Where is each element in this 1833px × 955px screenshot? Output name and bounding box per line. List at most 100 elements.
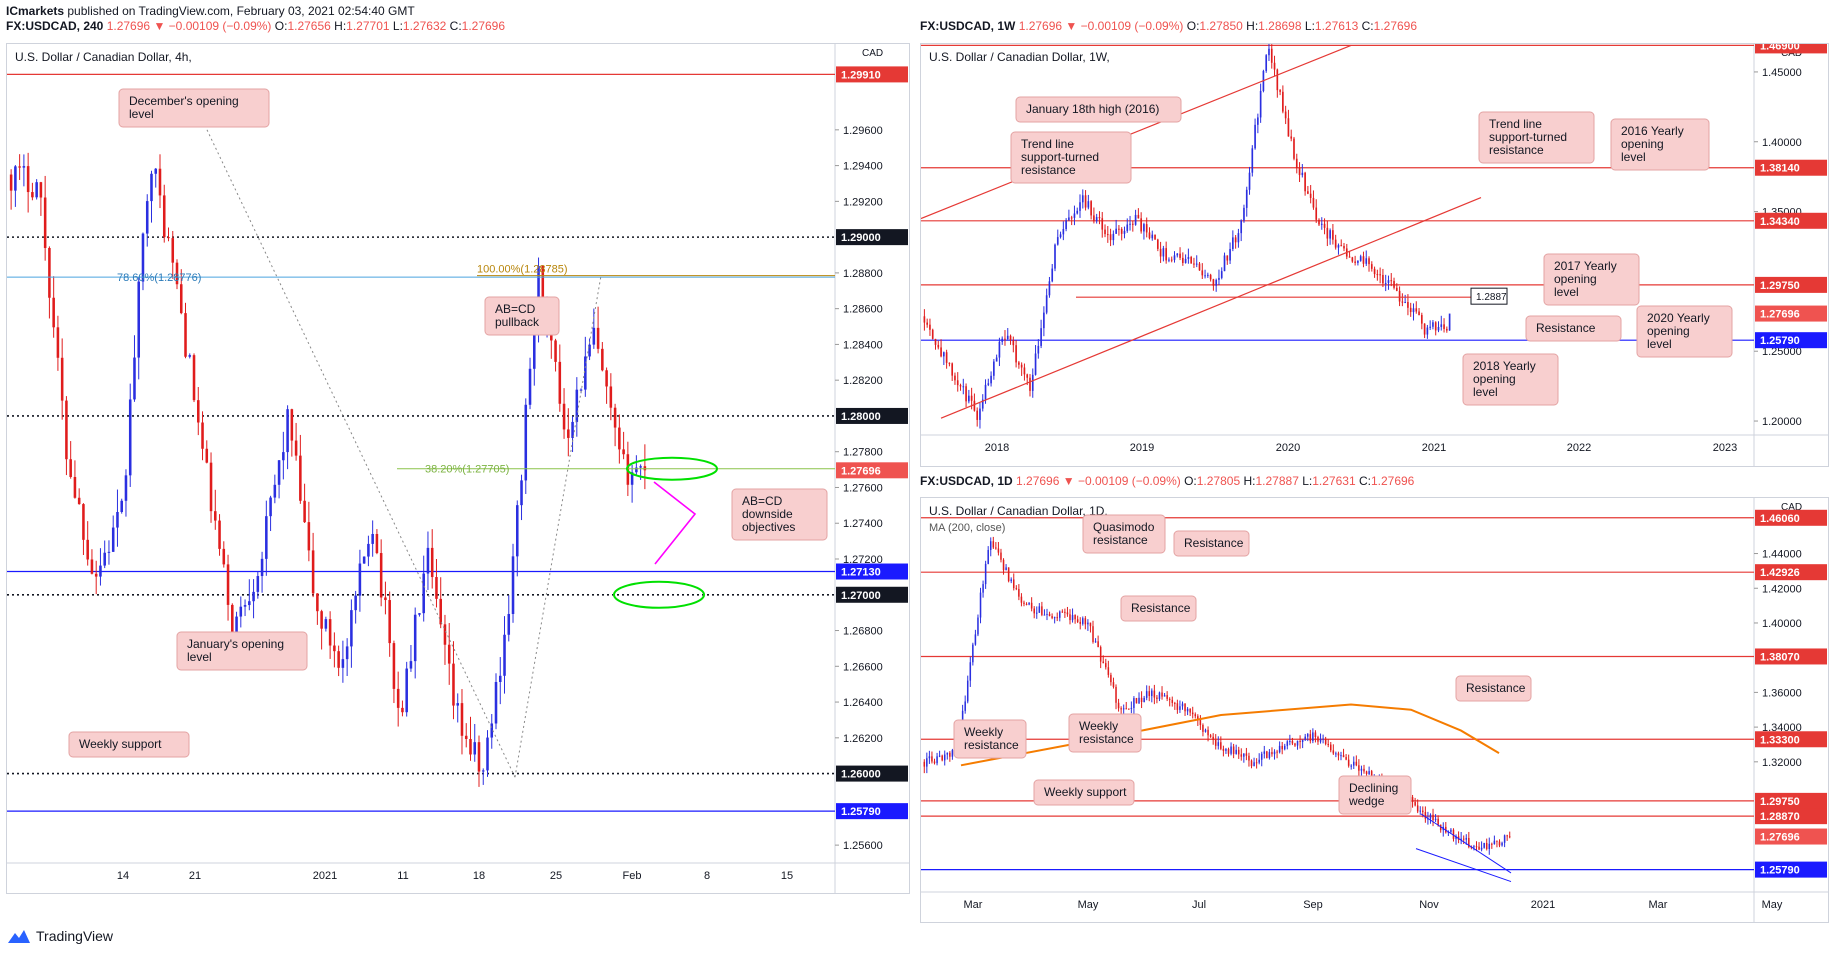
d1-low: 1.27631 [1312,474,1356,488]
h4-candle-body [456,703,460,706]
d1-candle-body [1071,615,1074,621]
w1-change: −0.00109 (−0.09%) [1080,19,1184,33]
level-price-box [1755,808,1827,825]
w1-candle-body [1165,248,1167,261]
d1-candle-body [1161,692,1163,697]
d1-candle-body [1245,753,1248,756]
level-price-box [836,229,908,246]
note-abcd-objectives-text: downside [742,507,793,521]
y-tick-label: 1.27200 [843,554,883,566]
w1-candle-body [1226,255,1229,261]
fib-100-label: 100.00%(1.28785) [477,264,568,276]
level-price-label: 1.28000 [841,411,881,423]
d1-candle-body [1468,837,1470,847]
d1-candle-body [1184,703,1186,712]
h4-candle-body [141,233,145,282]
w1-chart-panel[interactable]: U.S. Dollar / Canadian Dollar, 1W, CAD 1.4… [920,43,1829,467]
level-price-label: 1.27000 [841,590,881,602]
d1-candle-body [1056,617,1058,619]
d1-chart-panel[interactable]: U.S. Dollar / Canadian Dollar, 1D, MA (20… [920,497,1829,923]
h4-candle-body [609,386,613,408]
h4-candle-body [269,497,272,517]
note-trendline-left-text: Trend line [1021,137,1074,151]
note-january-box [176,631,308,671]
h4-candle-body [273,484,277,498]
h4-candle-body [107,551,111,553]
d1-candle-body [1281,745,1283,750]
w1-candle-body [1070,217,1073,219]
d1-candle-body [1345,757,1347,760]
d1-chart-svg[interactable]: U.S. Dollar / Canadian Dollar, 1D, MA (20… [921,498,1828,922]
y-tick-label: 1.29200 [843,196,883,208]
d1-candle-body [1263,751,1266,754]
h4-candle-body [613,407,617,428]
d1-candle-body [1480,847,1483,850]
h4-chart-panel[interactable]: U.S. Dollar / Canadian Dollar, 4h, CAD 1.2… [6,43,910,894]
w1-chart-svg[interactable]: U.S. Dollar / Canadian Dollar, 1W, CAD1.4… [921,44,1828,466]
down-arrow-icon: ▼ [1062,474,1075,488]
h4-candle-body [443,624,447,645]
indicator-label: MA (200, close) [929,522,1005,534]
w1-candle-body [1448,313,1451,331]
h4-symbol-line: FX:USDCAD, 240 1.27696 ▼ −0.00109 (−0.09… [6,19,505,33]
w1-candle-body [1426,327,1429,335]
y-tick-label: 1.44000 [1762,549,1802,561]
h4-symbol[interactable]: FX:USDCAD, 240 [6,19,104,33]
w1-candle-body [1273,62,1276,70]
d1-candle-body [972,644,974,663]
w1-candle-body [1087,201,1090,208]
w1-candle-body [1434,322,1437,331]
d1-candle-body [1225,749,1227,751]
publish-info: published on TradingView.com, February 0… [67,4,415,18]
h4-candle-body [307,522,311,551]
h4-candle-body [507,613,511,635]
y-tick-label: 1.40000 [1762,618,1802,630]
h4-candle-body [277,460,281,485]
d1-candle-body [1248,755,1250,761]
d1-candle-body [949,752,951,757]
w1-candle-body [1065,220,1067,230]
h4-candle-body [635,467,638,473]
w1-candle-body [1109,234,1112,241]
y-tick-label: 1.29600 [843,125,883,137]
publish-header: ICmarkets published on TradingView.com, … [6,4,415,18]
level-price-label: 1.28870 [1760,811,1800,823]
w1-candle-body [1248,172,1251,190]
w1-candle-body [1229,248,1231,261]
w1-candle-body [1234,237,1237,243]
w1-candle-body [1131,223,1134,225]
d1-candle-body [1283,745,1286,750]
h4-chart-svg[interactable]: U.S. Dollar / Canadian Dollar, 4h, CAD 1.2… [7,44,909,893]
w1-candle-body [1029,377,1031,391]
d1-candle-body [1306,734,1309,737]
tradingview-logo[interactable]: TradingView [6,927,113,945]
publisher-name[interactable]: ICmarkets [6,4,65,18]
d1-symbol[interactable]: FX:USDCAD, 1D [920,474,1013,488]
h4-candle-body [73,476,77,498]
h4-h-label: H: [334,19,347,33]
note-january-text: level [187,650,212,664]
h4-candle-body [231,604,234,638]
h4-candle-body [558,361,562,404]
w1-candle-body [998,341,1001,358]
d1-candle-body [1082,618,1084,624]
w1-symbol[interactable]: FX:USDCAD, 1W [920,19,1016,33]
w1-candle-body [1298,167,1301,176]
h4-candle-body [116,511,119,528]
note-declining-wedge-box [1338,775,1412,815]
d1-candle-body [1112,682,1115,687]
h4-candle-body [39,182,43,198]
d1-candle-body [1084,618,1087,625]
d1-candle-body [1074,615,1076,620]
level-price-box [836,462,908,479]
w1-candle-body [1409,307,1412,313]
w1-candle-body [1020,364,1023,368]
objective-arrow [653,481,697,565]
d1-candle-body [1153,690,1156,698]
h4-candle-body [554,340,557,362]
h4-candle-body [575,389,579,422]
h4-high: 1.27701 [346,19,390,33]
w1-candle-body [1257,117,1259,125]
h4-candle-body [226,564,230,605]
note-declining-wedge-text: wedge [1348,794,1385,808]
